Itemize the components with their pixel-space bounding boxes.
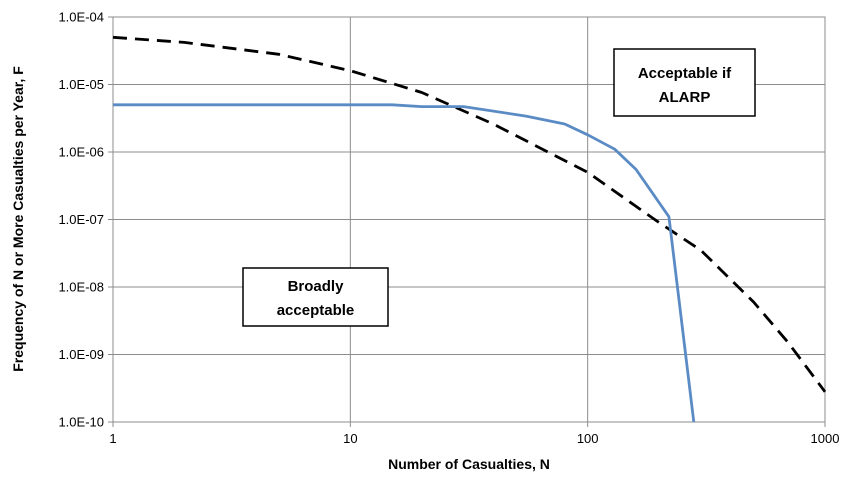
annotation-acceptable-if-alarp: Acceptable if ALARP: [613, 48, 756, 117]
annotation-line: Broadly: [288, 278, 345, 295]
x-tick-label: 1: [109, 431, 116, 446]
y-tick-label: 1.0E-04: [58, 10, 104, 25]
y-tick-label: 1.0E-09: [58, 347, 104, 362]
annotation-line: acceptable: [277, 302, 355, 319]
y-tick-label: 1.0E-10: [58, 415, 104, 430]
annotation-broadly-acceptable: Broadly acceptable: [242, 267, 389, 327]
series-group: [112, 35, 827, 423]
solid-risk-curve: [113, 103, 696, 423]
y-tick-label: 1.0E-07: [58, 212, 104, 227]
y-axis-title: Frequency of N or More Casualties per Ye…: [10, 66, 26, 372]
annotation-box: [242, 267, 389, 327]
x-tick-label: 1000: [811, 431, 840, 446]
y-tick-label: 1.0E-05: [58, 77, 104, 92]
annotation-line: ALARP: [659, 89, 711, 106]
y-tick-label: 1.0E-06: [58, 145, 104, 160]
dashed-criterion-line: [112, 35, 827, 393]
tick-labels: 1.0E-04 1.0E-05 1.0E-06 1.0E-07 1.0E-08 1.0E-…: [58, 10, 839, 447]
x-axis-title: Number of Casualties, N: [388, 456, 550, 472]
x-tick-label: 100: [577, 431, 599, 446]
x-tick-label: 10: [343, 431, 357, 446]
annotation-box: [613, 48, 756, 117]
y-tick-label: 1.0E-08: [58, 280, 104, 295]
grid-lines: [108, 16, 826, 427]
annotation-line: Acceptable if: [638, 65, 732, 82]
